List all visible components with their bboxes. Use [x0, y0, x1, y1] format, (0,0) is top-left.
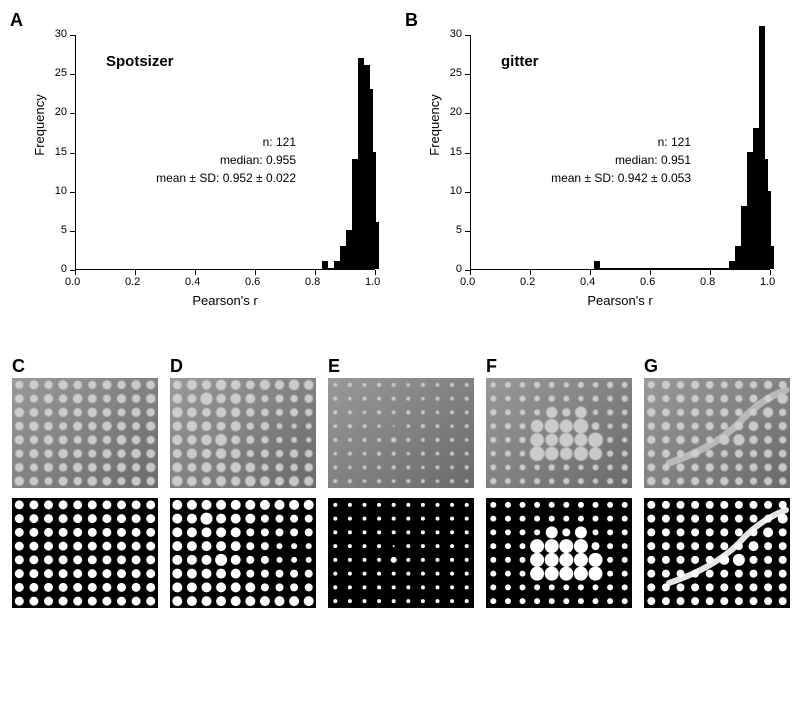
panel-label-a: A	[10, 10, 23, 31]
ylabel-b: Frequency	[427, 65, 442, 185]
panel-label-d: D	[170, 356, 183, 377]
spot-grid-d-top	[170, 378, 316, 488]
panel-label-f: F	[486, 356, 497, 377]
chart-b: gitter n: 121 median: 0.951 mean ± SD: 0…	[470, 35, 770, 270]
spot-grid-f-bottom	[486, 498, 632, 608]
spot-grid-f-top	[486, 378, 632, 488]
xlabel-a: Pearson's r	[75, 293, 375, 308]
spot-grid-g-top	[644, 378, 790, 488]
xlabel-b: Pearson's r	[470, 293, 770, 308]
spot-grid-e-top	[328, 378, 474, 488]
panel-label-g: G	[644, 356, 658, 377]
spot-grid-e-bottom	[328, 498, 474, 608]
spot-grid-d-bottom	[170, 498, 316, 608]
panel-b: B gitter n: 121 median: 0.951 mean ± SD:…	[405, 10, 790, 330]
figure-container: A Spotsizer n: 121 median: 0.955 mean ± …	[0, 0, 800, 704]
spot-grid-g-bottom	[644, 498, 790, 608]
bars-a	[76, 35, 375, 269]
panel-label-c: C	[12, 356, 25, 377]
panel-label-b: B	[405, 10, 418, 31]
spot-grid-c-top	[12, 378, 158, 488]
panel-a: A Spotsizer n: 121 median: 0.955 mean ± …	[10, 10, 395, 330]
spot-grid-c-bottom	[12, 498, 158, 608]
ylabel-a: Frequency	[32, 65, 47, 185]
bars-b	[471, 35, 770, 269]
chart-a: Spotsizer n: 121 median: 0.955 mean ± SD…	[75, 35, 375, 270]
panel-label-e: E	[328, 356, 340, 377]
